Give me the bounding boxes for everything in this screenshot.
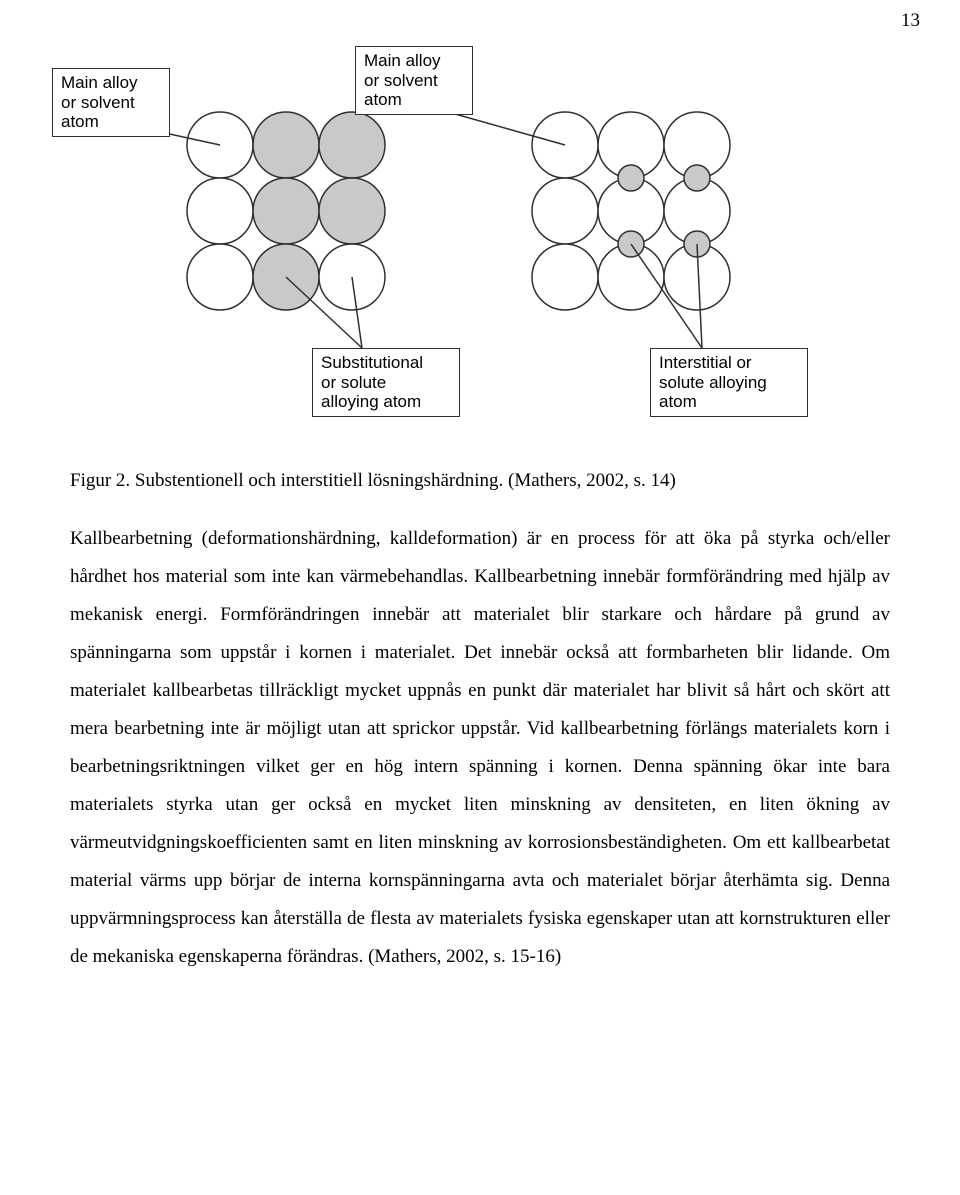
body-paragraph: Kallbearbetning (deformationshärdning, k…	[70, 520, 890, 976]
diagram-area: Main alloyor solventatom Main alloyor so…	[70, 50, 890, 450]
label-main-alloy-left: Main alloyor solventatom	[52, 68, 170, 137]
label-main-alloy-right: Main alloyor solventatom	[355, 46, 473, 115]
label-substitutional: Substitutionalor solutealloying atom	[312, 348, 460, 417]
page-number: 13	[901, 10, 920, 32]
page: 13 Main alloyor solventatom Main alloyor…	[0, 0, 960, 1016]
figure-caption: Figur 2. Substentionell och interstitiel…	[70, 470, 890, 492]
label-interstitial: Interstitial orsolute alloyingatom	[650, 348, 808, 417]
